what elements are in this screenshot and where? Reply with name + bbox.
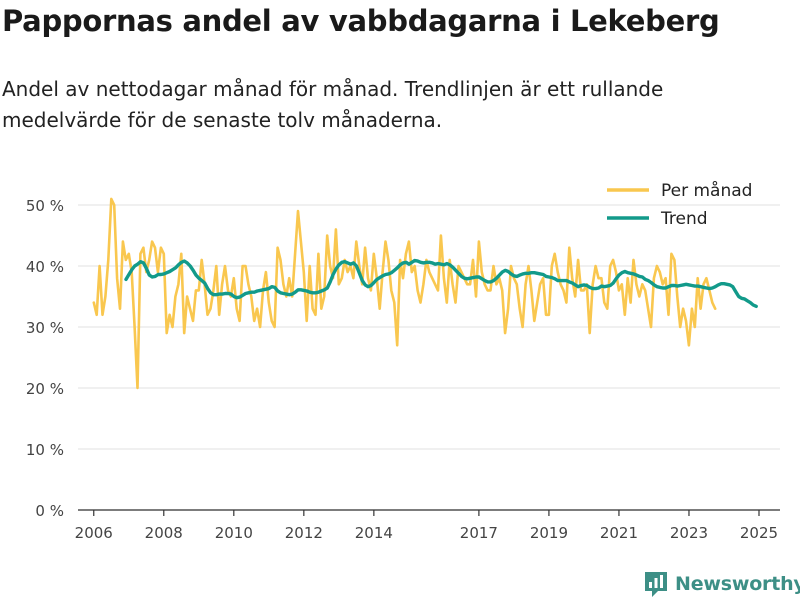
series-line-trend bbox=[124, 258, 758, 308]
y-tick-label: 40 % bbox=[26, 258, 64, 276]
y-tick-label: 20 % bbox=[26, 380, 64, 398]
y-tick-label: 0 % bbox=[35, 502, 64, 520]
x-tick-label: 2023 bbox=[670, 524, 708, 542]
legend-label: Per månad bbox=[661, 180, 752, 201]
axes: 0 % 10 % 20 % 30 % 40 % 50 % 2006 2008 2010 2012 2… bbox=[26, 197, 780, 542]
newsworthy-logo-icon bbox=[645, 572, 667, 597]
x-tick-label: 2019 bbox=[530, 524, 568, 542]
legend-label: Trend bbox=[660, 209, 708, 229]
newsworthy-logo-text: Newsworthy bbox=[675, 573, 800, 595]
chart-title: Pappornas andel av vabbdagarna i Lekeber… bbox=[2, 4, 720, 38]
series-lines bbox=[92, 197, 758, 390]
x-tick-label: 2008 bbox=[145, 524, 183, 542]
series-line-per-manad bbox=[92, 197, 717, 390]
gridlines bbox=[78, 204, 780, 511]
x-tick-label: 2025 bbox=[740, 524, 778, 542]
y-tick-label: 10 % bbox=[26, 441, 64, 459]
x-tick-label: 2010 bbox=[215, 524, 253, 542]
x-tick-label: 2021 bbox=[600, 524, 638, 542]
x-tick-label: 2006 bbox=[75, 524, 113, 542]
y-tick-label: 50 % bbox=[26, 197, 64, 215]
x-tick-label: 2017 bbox=[460, 524, 498, 542]
y-tick-label: 30 % bbox=[26, 319, 64, 337]
legend: Per månad Trend bbox=[607, 180, 752, 229]
chart-subtitle: Andel av nettodagar månad för månad. Tre… bbox=[2, 77, 664, 132]
x-tick-label: 2014 bbox=[355, 524, 393, 542]
x-tick-label: 2012 bbox=[285, 524, 323, 542]
newsworthy-logo: Newsworthy bbox=[643, 570, 800, 598]
